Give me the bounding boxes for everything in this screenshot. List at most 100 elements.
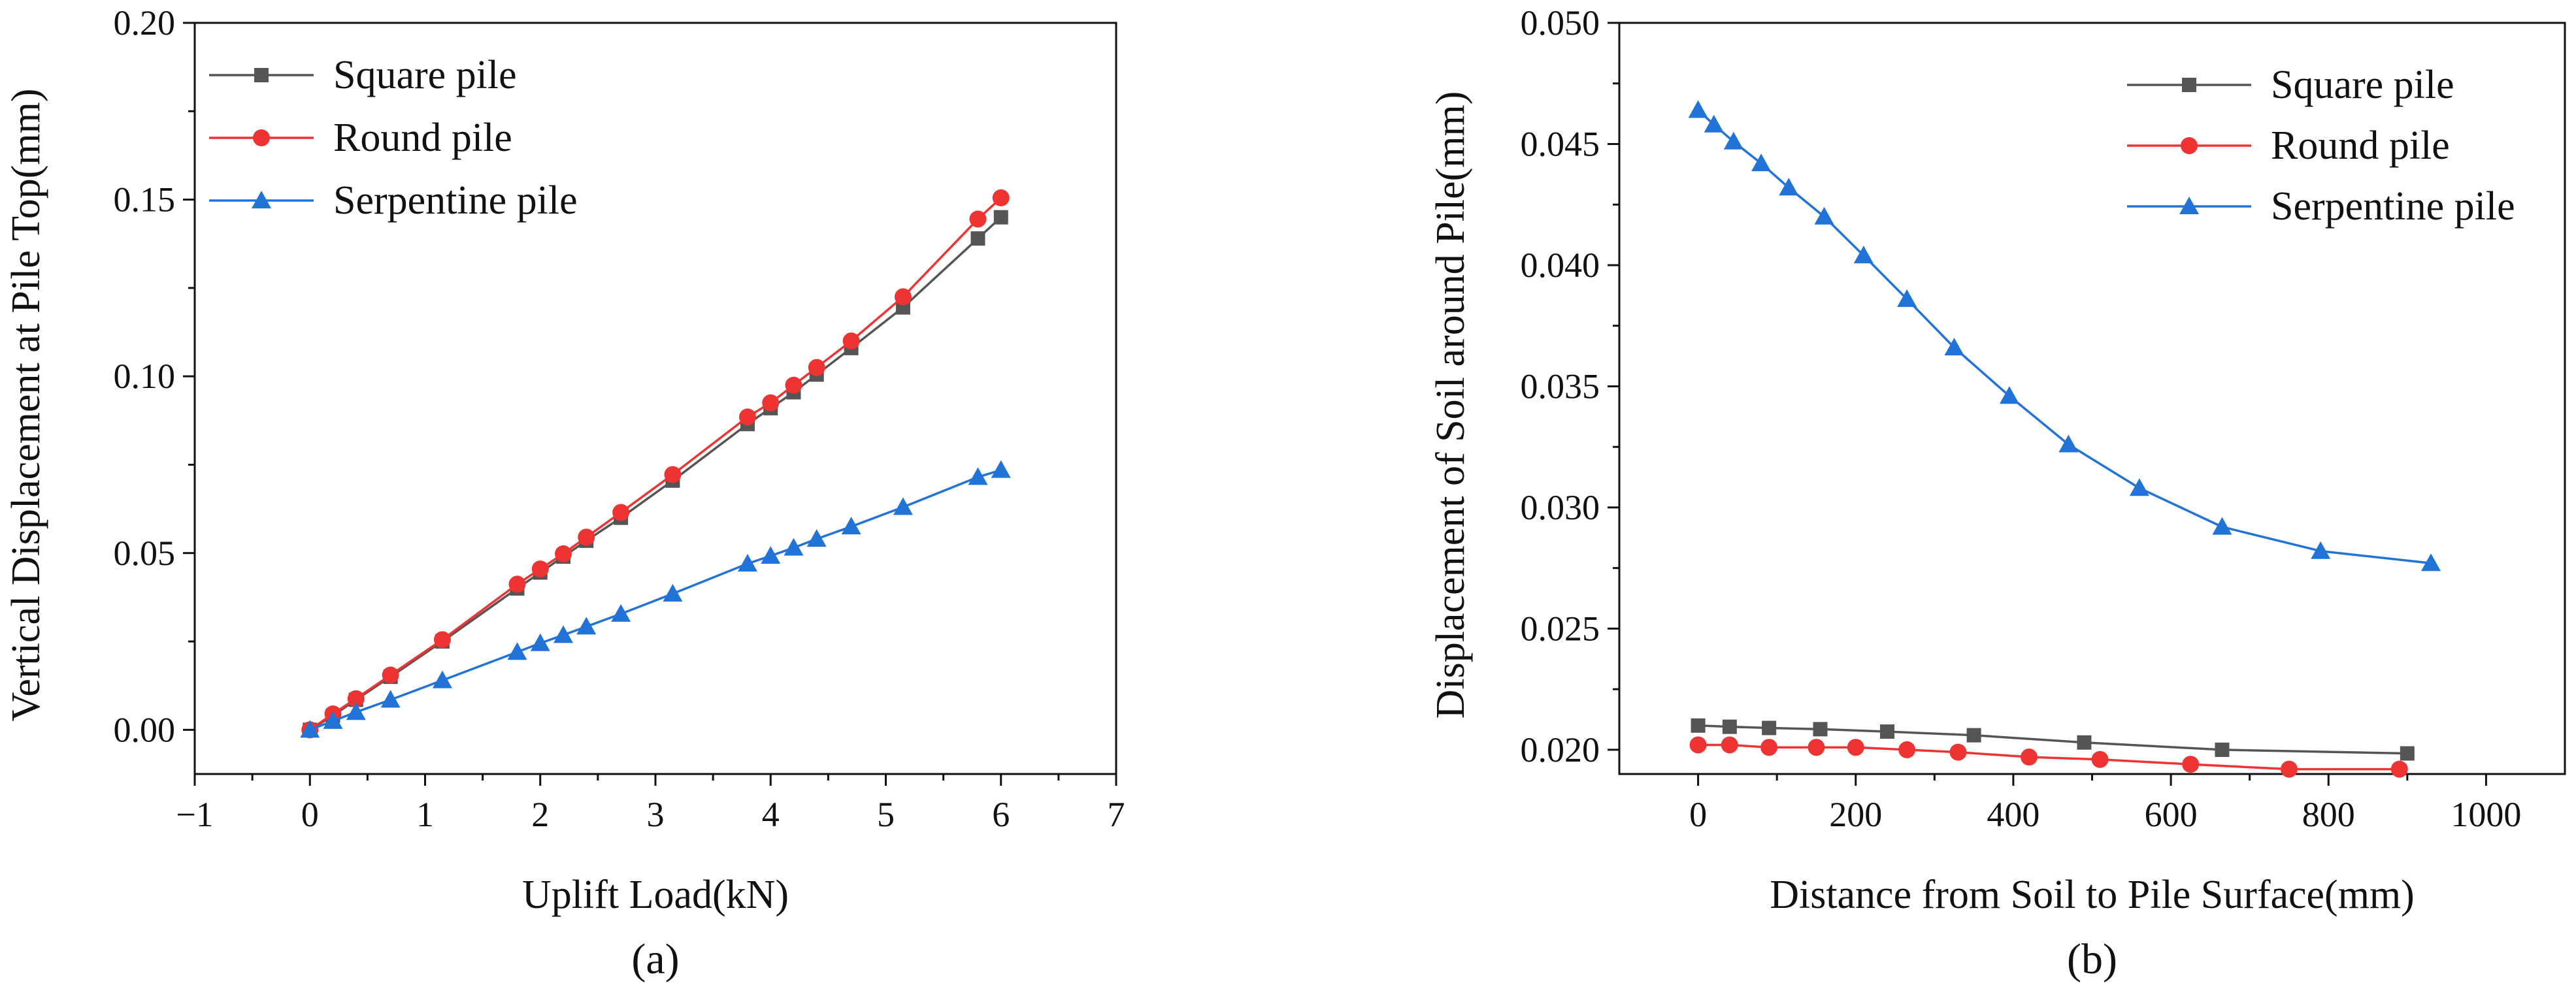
x-tick-label: 600 [2145,795,2198,834]
data-point [738,554,757,572]
data-point [1779,178,1799,196]
x-tick-label: 800 [2302,795,2355,834]
legend-marker [253,129,270,146]
data-point [1944,338,1964,356]
data-point [611,604,631,622]
data-point [2021,749,2038,766]
legend-label: Round pile [333,116,512,160]
data-point [1898,741,1916,758]
legend-marker [252,191,271,208]
data-point [893,497,913,515]
legend-label: Square pile [333,53,517,97]
data-point [762,394,780,411]
y-tick-label: 0.00 [114,710,176,749]
data-point [663,584,683,602]
x-tick-label: 1 [416,795,434,834]
data-point [2390,760,2408,778]
legend-label: Serpentine pile [333,178,578,223]
data-point [1689,736,1707,754]
y-axis-label: Vertical Displacement at Pile Top(mm) [4,88,48,721]
data-point [808,359,825,376]
series-line [1697,109,2432,564]
data-point [382,666,399,684]
y-axis-label: Displacement of Soil around Pile(mm) [1428,91,1473,719]
legend-label: Round pile [2271,123,2450,168]
data-point [1897,289,1917,307]
data-point [2215,742,2230,757]
data-point [1760,739,1778,756]
data-point [1688,100,1708,118]
data-point [380,690,401,708]
data-point [2400,746,2415,761]
data-point [2280,760,2298,778]
data-point [1813,722,1828,737]
data-point [346,702,366,720]
data-point [1751,153,1772,172]
data-point [576,617,597,635]
data-point [970,231,985,246]
y-tick-label: 0.20 [114,3,176,42]
x-tick-label: 2 [531,795,549,834]
y-tick-label: 0.030 [1521,488,1600,527]
data-point [739,408,756,426]
data-point [2129,478,2149,496]
data-point [323,711,343,729]
legend-label: Serpentine pile [2271,184,2515,229]
y-tick-label: 0.020 [1521,730,1600,769]
panel-label: (b) [2067,935,2117,983]
x-axis-label: Distance from Soil to Pile Surface(mm) [1770,873,2415,917]
data-point [432,670,452,688]
panel-label: (a) [631,935,679,983]
data-point [531,560,549,578]
x-tick-label: 7 [1108,795,1125,834]
data-point [993,210,1008,225]
series-line [309,197,1002,731]
data-point [842,332,860,350]
x-tick-label: 6 [992,795,1010,834]
data-point [1691,718,1706,733]
data-point [784,538,804,556]
series-serpentine-pile [300,460,1011,738]
x-tick-label: 4 [762,795,780,834]
data-point [1999,386,2019,404]
x-tick-label: 5 [877,795,895,834]
data-point [1966,728,1981,743]
y-tick-label: 0.10 [114,357,176,396]
data-point [507,642,527,660]
series-serpentine-pile [1688,100,2441,572]
x-tick-label: 0 [1689,795,1707,834]
data-point [2311,541,2331,559]
data-point [2212,517,2232,535]
data-point [841,517,861,535]
legend-label: Square pile [2271,63,2454,107]
data-point [968,467,988,485]
y-tick-label: 0.040 [1521,246,1600,285]
data-point [761,546,781,564]
series-round-pile [301,189,1010,739]
data-point [1853,246,1874,264]
x-axis-label: Uplift Load(kN) [522,873,789,917]
y-tick-label: 0.045 [1521,124,1600,163]
data-point [612,504,630,521]
data-point [1762,720,1777,735]
x-tick-label: 0 [301,795,319,834]
x-tick-label: 1000 [2451,795,2521,834]
data-point [1722,719,1737,734]
y-tick-label: 0.025 [1521,609,1600,648]
data-point [2091,750,2109,768]
data-point [2421,553,2441,572]
x-tick-label: −1 [176,795,213,834]
x-tick-label: 200 [1829,795,1882,834]
data-point [347,690,365,707]
data-point [508,575,526,593]
data-point [1847,739,1864,756]
data-point [1704,114,1724,133]
y-tick-label: 0.035 [1521,366,1600,406]
data-point [1879,724,1894,739]
data-point [894,288,912,306]
data-point [300,720,320,738]
x-tick-label: 3 [647,795,665,834]
data-point [1814,206,1834,225]
data-point [2058,434,2079,453]
